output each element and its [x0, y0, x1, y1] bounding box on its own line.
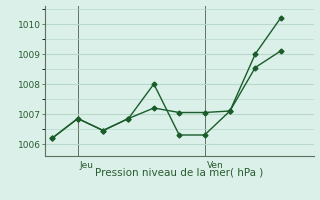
X-axis label: Pression niveau de la mer( hPa ): Pression niveau de la mer( hPa ): [95, 167, 263, 177]
Text: Jeu: Jeu: [80, 161, 94, 170]
Text: Ven: Ven: [207, 161, 223, 170]
